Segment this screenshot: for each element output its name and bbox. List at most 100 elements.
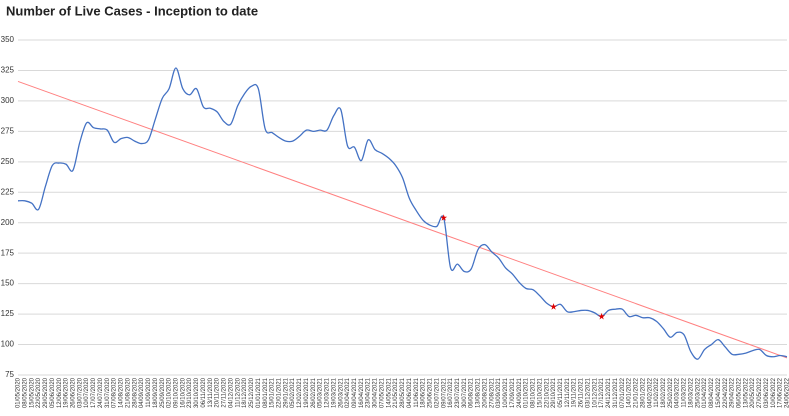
x-tick-label: 21/05/2021 bbox=[393, 377, 399, 408]
x-tick-label: 10/12/2021 bbox=[592, 377, 598, 408]
y-tick-label: 75 bbox=[5, 370, 14, 379]
y-tick-label: 300 bbox=[1, 96, 15, 105]
x-tick-label: 01/04/2022 bbox=[702, 377, 708, 408]
x-tick-label: 09/04/2021 bbox=[352, 377, 358, 408]
x-tick-label: 04/12/2020 bbox=[228, 377, 234, 408]
x-tick-label: 06/11/2020 bbox=[201, 377, 207, 407]
x-tick-label: 12/03/2021 bbox=[325, 377, 331, 408]
x-tick-label: 22/04/2022 bbox=[723, 377, 729, 408]
x-tick-label: 10/09/2021 bbox=[503, 377, 509, 408]
x-tick-label: 01/01/2021 bbox=[256, 377, 262, 408]
x-tick-label: 17/09/2021 bbox=[510, 377, 516, 408]
x-tick-label: 28/05/2021 bbox=[400, 377, 406, 408]
x-tick-label: 07/05/2021 bbox=[379, 377, 385, 408]
x-tick-label: 27/05/2022 bbox=[757, 377, 763, 408]
x-tick-label: 05/11/2021 bbox=[558, 377, 564, 407]
x-tick-label: 11/03/2022 bbox=[682, 377, 688, 407]
x-tick-label: 19/11/2021 bbox=[572, 377, 578, 407]
x-tick-label: 12/02/2021 bbox=[297, 377, 303, 408]
x-tick-label: 11/09/2020 bbox=[146, 377, 152, 407]
x-tick-label: 14/01/2022 bbox=[627, 377, 633, 408]
highlight-star bbox=[440, 214, 448, 221]
x-tick-label: 03/07/2020 bbox=[77, 377, 83, 408]
trend-line bbox=[17, 80, 788, 359]
x-tick-label: 28/08/2020 bbox=[132, 377, 138, 408]
x-tick-label: 01/10/2021 bbox=[524, 377, 530, 408]
x-tick-label: 24/12/2021 bbox=[606, 377, 612, 408]
x-tick-label: 20/05/2022 bbox=[750, 377, 756, 408]
x-tick-label: 14/05/2021 bbox=[386, 377, 392, 408]
x-tick-label: 15/10/2021 bbox=[537, 377, 543, 408]
x-tick-label: 25/09/2020 bbox=[160, 377, 166, 408]
x-tick-label: 17/12/2021 bbox=[599, 377, 605, 408]
x-tick-label: 14/08/2020 bbox=[119, 377, 125, 408]
x-tick-label: 16/04/2021 bbox=[359, 377, 365, 408]
x-tick-label: 19/03/2021 bbox=[331, 377, 337, 408]
x-tick-label: 04/03/2022 bbox=[675, 377, 681, 408]
x-tick-label: 03/06/2022 bbox=[764, 377, 770, 408]
x-tick-label: 08/05/2020 bbox=[22, 377, 28, 408]
x-tick-label: 22/05/2020 bbox=[36, 377, 42, 408]
y-tick-label: 200 bbox=[1, 218, 15, 227]
y-tick-label: 350 bbox=[1, 35, 15, 44]
x-tick-label: 15/05/2020 bbox=[29, 377, 35, 408]
x-tick-label: 04/06/2021 bbox=[407, 377, 413, 408]
x-tick-label: 05/03/2021 bbox=[318, 377, 324, 408]
x-tick-label: 21/08/2020 bbox=[125, 377, 131, 408]
x-tick-label: 24/07/2020 bbox=[98, 377, 104, 408]
x-tick-label: 25/06/2021 bbox=[428, 377, 434, 408]
x-tick-label: 25/02/2022 bbox=[668, 377, 674, 408]
x-tick-label: 30/10/2020 bbox=[194, 377, 200, 408]
x-tick-label: 22/10/2021 bbox=[544, 377, 550, 408]
x-tick-label: 18/03/2022 bbox=[688, 377, 694, 408]
x-tick-label: 27/08/2021 bbox=[489, 377, 495, 408]
x-tick-label: 20/11/2020 bbox=[215, 377, 221, 407]
x-tick-label: 05/02/2021 bbox=[290, 377, 296, 408]
x-tick-label: 11/06/2021 bbox=[414, 377, 420, 407]
x-tick-label: 12/06/2020 bbox=[57, 377, 63, 408]
x-tick-label: 16/10/2020 bbox=[180, 377, 186, 408]
x-tick-label: 07/08/2020 bbox=[112, 377, 118, 408]
x-tick-label: 16/07/2021 bbox=[448, 377, 454, 408]
x-tick-label: 04/09/2020 bbox=[139, 377, 145, 408]
x-tick-label: 03/12/2021 bbox=[585, 377, 591, 408]
x-tick-label: 18/09/2020 bbox=[153, 377, 159, 408]
x-tick-label: 30/04/2021 bbox=[373, 377, 379, 408]
x-tick-label: 30/07/2021 bbox=[462, 377, 468, 408]
highlight-star bbox=[550, 303, 557, 310]
x-tick-label: 02/10/2020 bbox=[167, 377, 173, 408]
x-tick-label: 07/01/2022 bbox=[620, 377, 626, 408]
x-tick-label: 02/07/2021 bbox=[434, 377, 440, 408]
x-tick-label: 08/04/2022 bbox=[709, 377, 715, 408]
y-tick-label: 125 bbox=[1, 309, 15, 318]
x-tick-label: 08/10/2021 bbox=[531, 377, 537, 408]
y-tick-label: 250 bbox=[1, 157, 15, 166]
y-tick-label: 275 bbox=[1, 126, 15, 135]
y-tick-label: 325 bbox=[1, 66, 15, 75]
x-tick-label: 28/01/2022 bbox=[640, 377, 646, 408]
y-tick-label: 175 bbox=[1, 248, 15, 257]
x-tick-label: 01/05/2020 bbox=[16, 377, 22, 408]
x-tick-label: 31/12/2021 bbox=[613, 377, 619, 408]
x-tick-label: 31/07/2020 bbox=[105, 377, 111, 408]
x-tick-label: 25/12/2020 bbox=[249, 377, 255, 408]
x-tick-label: 13/11/2020 bbox=[208, 377, 214, 407]
chart-title: Number of Live Cases - Inception to date bbox=[6, 3, 258, 18]
x-tick-label: 10/06/2022 bbox=[771, 377, 777, 408]
x-tick-label: 26/03/2021 bbox=[338, 377, 344, 408]
y-tick-label: 100 bbox=[1, 340, 15, 349]
x-tick-label: 26/02/2021 bbox=[311, 377, 317, 408]
x-tick-label: 13/08/2021 bbox=[476, 377, 482, 408]
x-tick-label: 25/03/2022 bbox=[695, 377, 701, 408]
x-tick-label: 23/10/2020 bbox=[187, 377, 193, 408]
x-tick-label: 19/02/2021 bbox=[304, 377, 310, 408]
x-tick-label: 23/04/2021 bbox=[366, 377, 372, 408]
x-tick-label: 08/01/2021 bbox=[263, 377, 269, 408]
x-tick-label: 09/07/2021 bbox=[441, 377, 447, 408]
x-tick-label: 20/08/2021 bbox=[482, 377, 488, 408]
x-tick-label: 02/04/2021 bbox=[345, 377, 351, 408]
x-tick-label: 06/08/2021 bbox=[469, 377, 475, 408]
x-tick-label: 17/07/2020 bbox=[91, 377, 97, 408]
x-tick-label: 21/01/2022 bbox=[634, 377, 640, 408]
